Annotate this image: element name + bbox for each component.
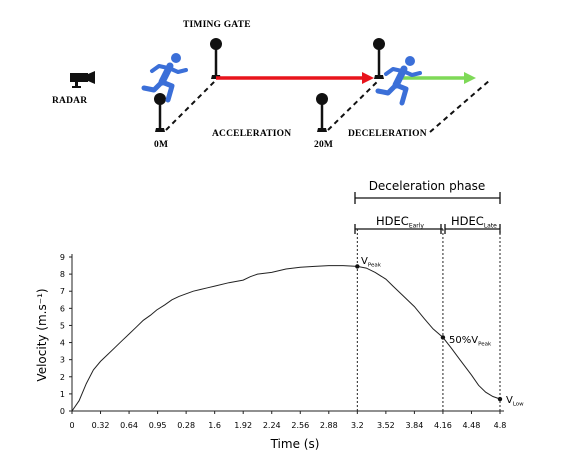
y-tick-label: 8 [60,270,65,279]
data-point-marker [497,396,503,402]
end-line [429,79,491,133]
deceleration-phase-label: Deceleration phase [369,179,486,193]
y-tick-label: 5 [60,321,65,330]
x-tick-label: 0.28 [177,421,195,430]
timing-gate-icon [154,93,166,132]
radar-label: RADAR [52,96,87,106]
x-tick-label: 2.88 [320,421,338,430]
data-point-marker [440,335,446,340]
x-tick-label: 3.2 [351,421,364,430]
start-line [165,79,217,131]
x-tick-label: 2.24 [263,421,281,430]
twenty-m-line [327,79,380,131]
velocity-curve [71,265,501,412]
v-peak-label: VPeak [361,256,382,269]
y-tick-label: 4 [60,339,65,348]
hdec-early-label: HDECEarly [376,214,424,230]
acceleration-label: ACCELERATION [212,129,291,139]
y-tick-label: 2 [60,373,65,382]
x-tick-label: 0.95 [149,421,167,430]
sprint-schematic: RADAR TIMING GATE 0M 20M ACCELERATION DE… [52,20,491,150]
x-tick-label: 4.8 [494,421,507,430]
y-tick-label: 9 [60,253,65,262]
timing-gate-icon [373,38,385,79]
y-tick-label: 3 [60,356,65,365]
x-tick-label: 1.6 [208,421,221,430]
y-tick-label: 0 [60,407,65,416]
y-tick-label: 7 [60,287,65,296]
y-tick-label: 6 [60,304,65,313]
deceleration-arrow [400,72,476,84]
runner-icon [375,56,422,106]
x-tick-label: 4.48 [463,421,481,430]
x-tick-label: 0 [69,421,74,430]
v-low-label: VLow [506,395,524,408]
y-tick-label: 1 [60,390,65,399]
radar-camera-icon [70,71,95,88]
hdec-late-label: HDECLate [451,214,497,230]
deceleration-label: DECELERATION [348,129,427,139]
x-tick-label: 3.52 [377,421,395,430]
data-point-marker [355,264,360,269]
x-tick-label: 3.84 [405,421,423,430]
timing-gate-icon [316,93,328,132]
x-tick-label: 0.32 [92,421,110,430]
x-tick-label: 2.56 [291,421,309,430]
x-axis-label: Time (s) [270,437,320,451]
phase-brackets: Deceleration phase HDECEarly HDECLate [354,179,501,234]
x-tick-label: 4.16 [434,421,452,430]
label-0m: 0M [154,140,168,150]
timing-gate-label: TIMING GATE [183,20,251,30]
x-tick-label: 1.92 [234,421,252,430]
label-20m: 20M [314,140,333,150]
y-axis-label: Velocity (m.s⁻¹) [35,288,49,381]
x-tick-label: 0.64 [120,421,138,430]
acceleration-arrow [216,72,374,84]
runner-icon [141,53,188,103]
half-v-peak-label: 50%VPeak [449,335,492,348]
